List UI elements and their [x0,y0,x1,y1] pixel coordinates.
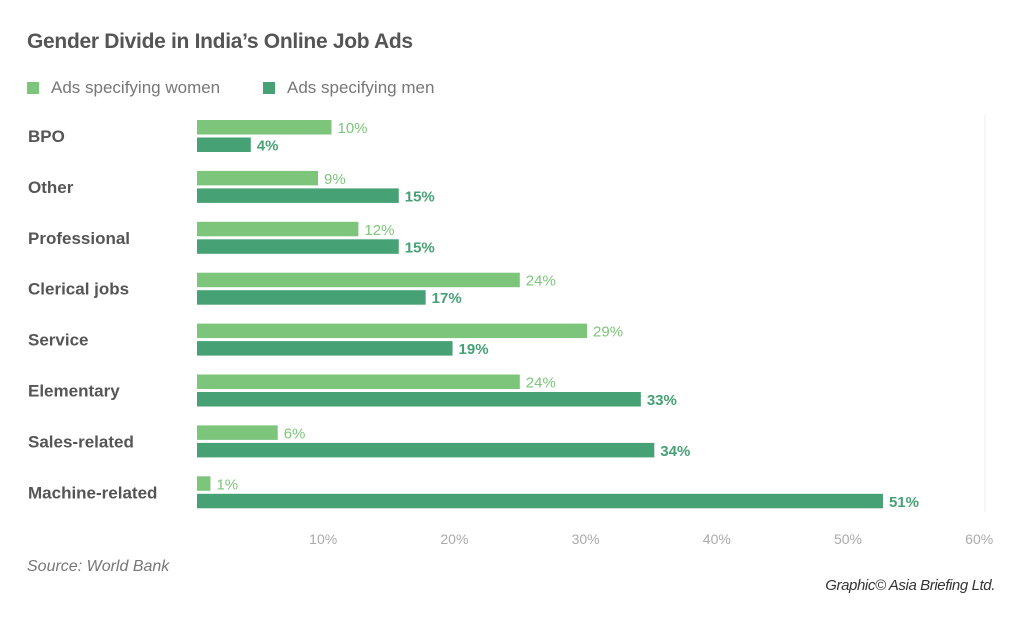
value-label-women: 24% [526,273,556,290]
category-label: BPO [28,127,65,146]
x-tick-label: 10% [309,531,337,547]
legend-item-women: Ads specifying women [27,78,220,98]
value-label-women: 10% [338,120,368,137]
bar-men [197,290,426,305]
legend-swatch-women [27,82,39,94]
value-label-women: 6% [284,425,306,442]
value-label-women: 9% [324,171,346,188]
bar-men [197,392,641,407]
value-label-men: 17% [432,290,462,307]
bar-women [197,221,359,237]
category-label: Professional [28,229,130,248]
x-tick-label: 20% [440,531,468,547]
bar-women [197,425,278,440]
legend-item-men: Ads specifying men [263,78,434,98]
legend-swatch-men [263,82,275,94]
bar-men [197,188,399,203]
x-tick-label: 30% [572,531,600,547]
category-label: Clerical jobs [28,280,129,299]
value-label-women: 1% [216,476,238,493]
category-label: Elementary [28,382,120,401]
credit-note: Graphic© Asia Briefing Ltd. [825,577,995,594]
bar-men [197,239,399,254]
chart-title: Gender Divide in India’s Online Job Ads [27,30,413,53]
category-label: Sales-related [28,432,134,451]
bar-women [197,374,520,389]
value-label-women: 24% [526,375,556,392]
x-tick-label: 60% [965,531,993,547]
bar-women [197,476,211,491]
value-label-men: 15% [405,188,435,205]
value-label-men: 33% [647,392,677,409]
bar-men [197,493,883,509]
x-tick-label: 50% [834,531,862,547]
value-label-men: 34% [660,443,690,460]
bar-women [197,272,520,288]
value-label-women: 12% [364,222,394,239]
value-label-men: 51% [889,494,919,511]
value-label-men: 4% [257,138,279,155]
value-label-men: 19% [459,341,489,358]
bar-women [197,120,332,135]
value-label-men: 15% [405,239,435,256]
legend-label-men: Ads specifying men [287,78,435,97]
value-label-women: 29% [593,324,623,341]
bar-men [197,442,655,458]
bar-men [197,341,453,356]
x-tick-label: 40% [703,531,731,547]
legend-label-women: Ads specifying women [51,78,221,97]
category-label: Other [28,178,74,197]
category-label: Service [28,331,89,350]
category-label: Machine-related [28,483,157,502]
source-note: Source: World Bank [27,558,170,575]
bar-men [197,137,251,152]
bar-women [197,323,588,339]
bar-women [197,170,319,186]
